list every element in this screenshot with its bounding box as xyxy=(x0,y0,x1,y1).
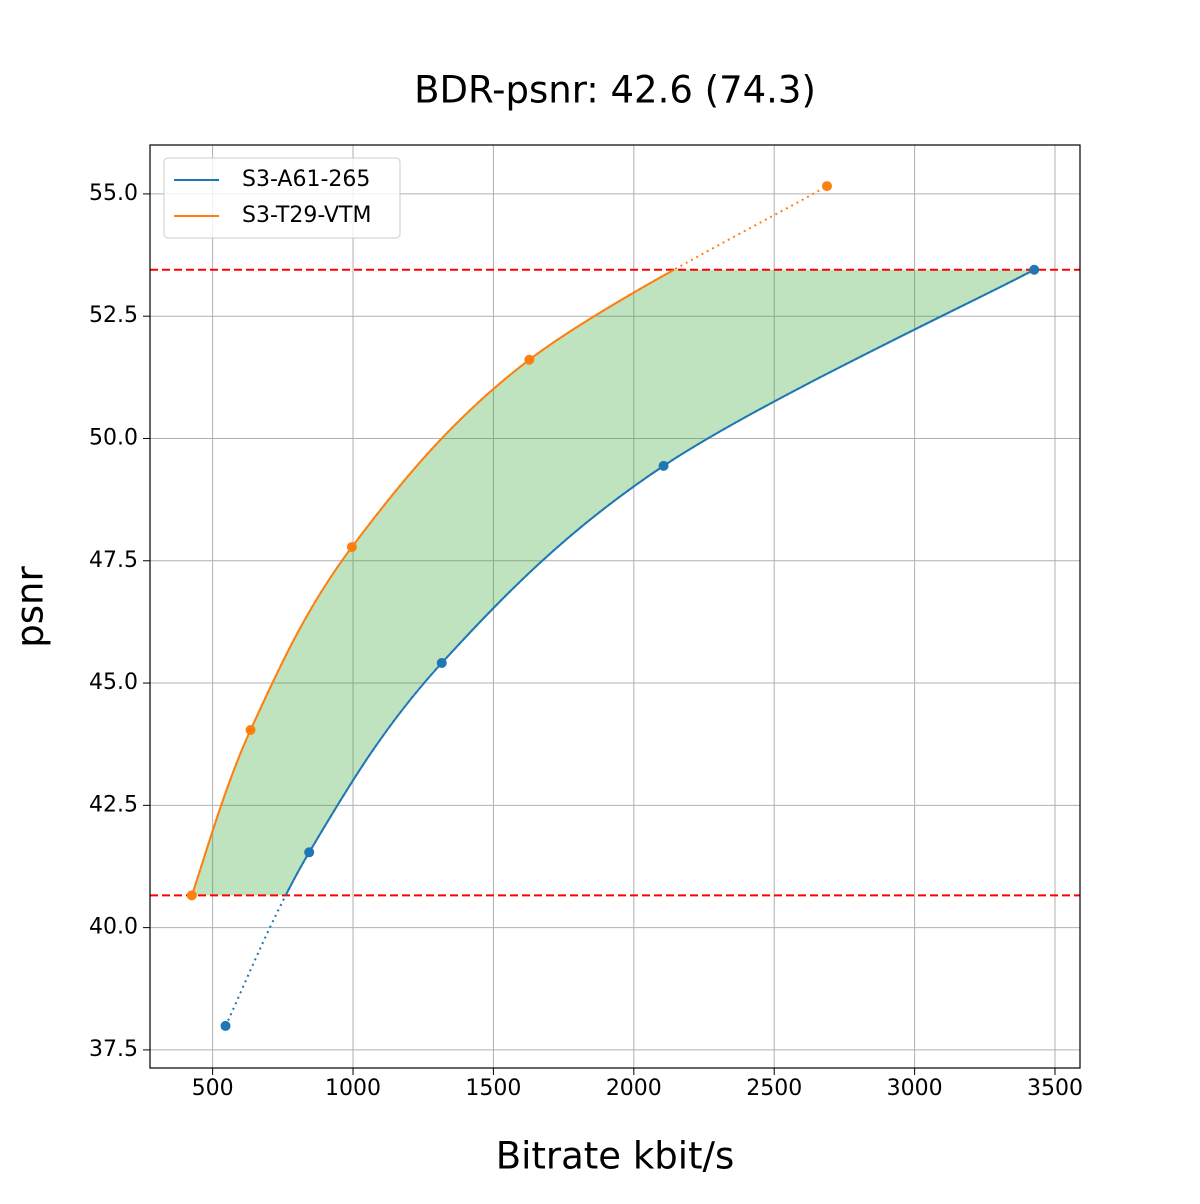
y-tick-label: 50.0 xyxy=(89,425,138,450)
y-axis-label: psnr xyxy=(9,566,52,648)
x-tick-label: 2000 xyxy=(606,1076,662,1101)
x-tick-label: 2500 xyxy=(746,1076,802,1101)
y-tick-label: 42.5 xyxy=(89,792,138,817)
data-point xyxy=(658,460,669,471)
x-axis-label: Bitrate kbit/s xyxy=(496,1135,735,1178)
chart-title: BDR-psnr: 42.6 (74.3) xyxy=(414,69,816,112)
data-point xyxy=(304,847,315,858)
legend-label: S3-A61-265 xyxy=(242,167,370,192)
series-line xyxy=(190,269,677,896)
x-tick-label: 3000 xyxy=(887,1076,943,1101)
x-tick-label: 500 xyxy=(192,1076,234,1101)
y-tick-label: 52.5 xyxy=(89,303,138,328)
y-tick-label: 40.0 xyxy=(89,915,138,940)
plot-frame xyxy=(149,144,1081,1069)
x-tick-label: 1000 xyxy=(325,1076,381,1101)
series-line xyxy=(284,269,1035,896)
data-point xyxy=(436,657,447,668)
data-point xyxy=(220,1020,231,1031)
x-tick-label: 3500 xyxy=(1027,1076,1083,1101)
data-point xyxy=(245,725,256,736)
y-tick-label: 45.0 xyxy=(89,670,138,695)
legend-label: S3-T29-VTM xyxy=(242,203,371,228)
y-tick-label: 47.5 xyxy=(89,548,138,573)
data-point xyxy=(1029,264,1040,275)
data-point xyxy=(524,354,535,365)
x-tick-label: 1500 xyxy=(465,1076,521,1101)
data-point xyxy=(186,890,197,901)
data-point xyxy=(822,181,833,192)
y-tick-label: 55.0 xyxy=(89,181,138,206)
data-point xyxy=(346,542,357,553)
legend-box xyxy=(163,157,401,239)
bd-area xyxy=(191,269,1035,896)
y-tick-label: 37.5 xyxy=(89,1037,138,1062)
